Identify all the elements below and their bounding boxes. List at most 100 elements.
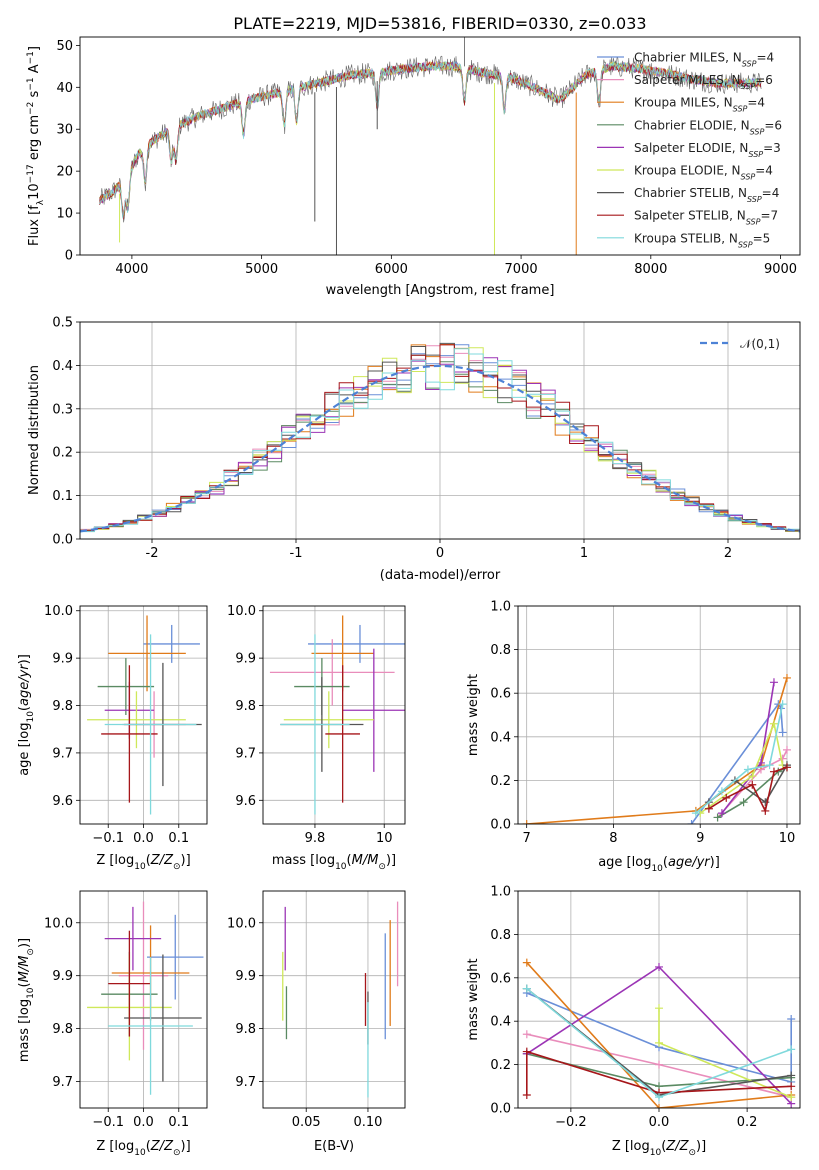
y-axis-label: mass weight <box>466 958 481 1040</box>
y-tick-label: 20 <box>56 165 73 180</box>
y-tick-label: 9.8 <box>235 1022 256 1037</box>
legend-label: Kroupa STELIB, NSSP=5 <box>634 231 770 249</box>
y-tick-label: 9.6 <box>235 794 256 809</box>
y-tick-label: 9.8 <box>235 699 256 714</box>
y-tick-label: 9.6 <box>52 794 73 809</box>
y-tick-label: 0.2 <box>52 446 73 461</box>
mass-weight-marker <box>655 962 663 971</box>
y-tick-label: 1.0 <box>490 600 511 615</box>
x-tick-label: 7 <box>523 831 531 846</box>
mass-weight-marker <box>522 958 531 967</box>
x-tick-label: 10 <box>779 831 796 846</box>
legend-label: Chabrier MILES, NSSP=4 <box>634 51 774 69</box>
mass-weight-marker <box>787 1082 796 1091</box>
mass_weight_vs_Z-plot-area <box>522 958 796 1108</box>
x-tick-label: 0.10 <box>353 1115 382 1130</box>
y-tick-label: 0.5 <box>52 316 73 331</box>
x-tick-label: 0 <box>436 546 444 561</box>
y-tick-label: 10.0 <box>227 916 256 931</box>
mass-weight-marker <box>782 673 791 682</box>
y-tick-label: 9.9 <box>235 652 256 667</box>
y-tick-label: 0.8 <box>490 928 511 943</box>
spectrum-legend: Chabrier MILES, NSSP=4 Salpeter MILES, NS… <box>597 51 782 249</box>
mass-weight-marker <box>782 745 791 754</box>
x-tick-label: -2 <box>146 546 159 561</box>
mass-weight-series-line <box>526 677 788 824</box>
x-axis-label: (data-model)/error <box>380 568 501 583</box>
x-tick-label: 0.0 <box>133 1115 154 1130</box>
y-tick-label: 0.2 <box>490 1058 511 1073</box>
y-tick-label: 0.0 <box>490 1102 511 1117</box>
legend-label: Salpeter MILES, NSSP=6 <box>634 73 773 91</box>
mass-weight-marker <box>743 765 752 774</box>
y-tick-label: 0.0 <box>52 533 73 548</box>
mass-weight-marker <box>761 806 770 815</box>
y-axis-label: Flux [fλ10−17 erg cm−2 s−1 A−1] <box>26 46 46 246</box>
y-tick-label: 0.4 <box>490 730 511 745</box>
mass-vs-ebv-panel: 0.05 0.10 9.7 9.8 9.9 10.0 E(B-V) <box>227 890 406 1154</box>
x-axis-label: wavelength [Angstrom, rest frame] <box>326 283 555 298</box>
y-tick-label: 9.7 <box>235 1075 256 1090</box>
mass-weight-marker <box>765 761 774 770</box>
y-tick-label: 9.7 <box>235 746 256 761</box>
age_vs_Z-plot-area <box>87 615 202 815</box>
x-tick-label: 9.8 <box>305 831 326 846</box>
mass-weight-series-line <box>690 702 784 824</box>
y-tick-label: 0.6 <box>490 687 511 702</box>
mass-weight-marker <box>713 813 722 822</box>
x-tick-label: -1 <box>290 546 303 561</box>
mass-weight-marker <box>704 804 713 813</box>
mass-weight-marker <box>739 798 748 807</box>
y-axis-label: mass [log10(M/M⊙)] <box>17 938 36 1062</box>
x-tick-label: 8000 <box>634 262 667 277</box>
mass-weight-marker <box>787 1093 796 1102</box>
mass-weight-marker <box>522 820 531 824</box>
mass-weight-marker <box>778 700 787 709</box>
y-axis-label: age [log10(age/yr)] <box>17 654 36 776</box>
mass-weight-marker <box>782 763 791 772</box>
y-tick-label: 9.9 <box>52 652 73 667</box>
mass-weight-marker <box>769 678 778 687</box>
x-tick-label: 5000 <box>245 262 278 277</box>
x-tick-label: −0.2 <box>555 1115 587 1130</box>
x-tick-label: 1 <box>580 546 588 561</box>
mass-weight-marker <box>655 1104 663 1108</box>
x-tick-label: 8 <box>609 831 617 846</box>
x-axis-label: Z [log10(Z/Z⊙)] <box>612 1139 706 1158</box>
y-tick-label: 0 <box>65 249 73 264</box>
y-axis-label: mass weight <box>466 674 481 756</box>
x-axis-label: Z [log10(Z/Z⊙)] <box>96 853 190 872</box>
x-tick-label: 9 <box>696 831 704 846</box>
age_vs_mass-grid <box>263 606 405 824</box>
histogram-series <box>80 348 800 534</box>
age_vs_mass-plot-area <box>269 615 405 815</box>
y-tick-label: 0.8 <box>490 643 511 658</box>
x-tick-label: 0.0 <box>649 1115 670 1130</box>
legend-label: Kroupa ELODIE, NSSP=4 <box>634 164 773 182</box>
mass-weight-vs-age-panel: 7 8 9 10 0.0 0.2 0.4 0.6 0.8 1.0 age [log10(age/yr… <box>466 600 801 874</box>
residuals-panel: -2 -1 0 1 2 0.0 0.1 0.2 0.3 0.4 0.5 𝒩(0,1) (data-mod… <box>27 316 801 583</box>
mass-weight-series-line <box>525 1050 792 1095</box>
mass_vs_Z-frame <box>79 890 208 1109</box>
mass-weight-marker <box>769 719 778 728</box>
mass-weight-marker <box>717 809 726 818</box>
x-axis-label: mass [log10(M/M⊙)] <box>272 853 396 872</box>
age_vs_Z-frame <box>79 605 208 825</box>
mass-weight-marker <box>769 767 778 776</box>
mass-weight-marker <box>787 1071 796 1080</box>
figure-title: PLATE=2219, MJD=53816, FIBERID=0330, z=0… <box>233 14 646 33</box>
residuals-plot-area <box>80 342 800 534</box>
normal-reference-curve <box>80 364 800 533</box>
mass-weight-marker <box>522 1030 531 1039</box>
spectrum-series-line <box>99 60 762 219</box>
x-axis-label: Z [log10(Z/Z⊙)] <box>96 1139 190 1158</box>
x-tick-label: 0.2 <box>737 1115 758 1130</box>
mass_vs_ebv-grid <box>263 891 405 1108</box>
x-tick-label: −0.1 <box>92 831 124 846</box>
x-tick-label: 6000 <box>375 262 408 277</box>
legend-label: Salpeter STELIB, NSSP=7 <box>634 209 778 227</box>
mass_weight_vs_age-grid <box>518 605 800 825</box>
x-tick-label: 10 <box>376 831 393 846</box>
mass-weight-marker <box>655 1004 663 1013</box>
mass-weight-marker <box>655 1093 663 1102</box>
